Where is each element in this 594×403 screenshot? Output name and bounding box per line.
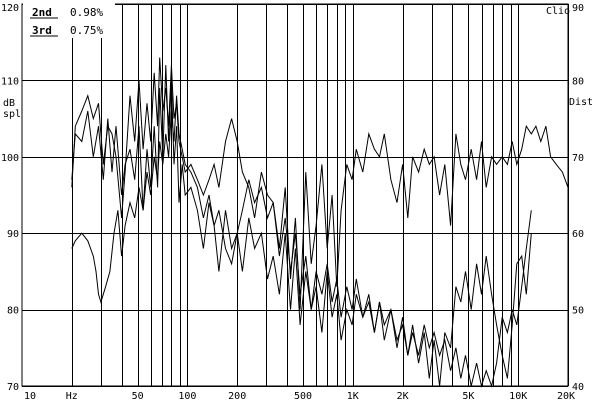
x-tick-label: Hz [66,391,78,402]
left-axis-label-spl: spl [3,109,21,120]
legend-box: 2nd 0.98% 3rd 0.75% [23,2,115,38]
x-tick-label: 200 [228,391,246,402]
right-tick-label: 90 [572,3,584,14]
right-tick-label: 80 [572,76,584,87]
x-tick-label: 2K [397,391,409,402]
left-tick-label: 90 [7,229,19,240]
grid [21,3,569,387]
series-line-2 [71,65,532,388]
x-tick-label: 10K [509,391,527,402]
axis-labels: 70 80 90 100 110 120 40 50 60 70 80 90 10 Hz 50 100 200 5… [1,3,584,402]
right-tick-label: 70 [572,153,584,164]
x-tick-label: 50 [132,391,144,402]
right-tick-label: 50 [572,306,584,317]
x-tick-label: 10 [24,391,36,402]
legend-name-3rd: 3rd [32,24,52,37]
software-label: Clio [546,6,570,17]
left-axis-label-db: dB [3,98,15,109]
legend-name-2nd: 2nd [32,6,52,19]
left-tick-label: 100 [1,153,19,164]
legend-value-3rd: 0.75% [70,24,103,37]
x-tick-label: 5K [462,391,474,402]
left-tick-label: 80 [7,306,19,317]
left-tick-label: 120 [1,3,19,14]
series-layer [71,57,569,388]
right-tick-label: 40 [572,382,584,393]
x-tick-label: 100 [178,391,196,402]
series-line-3 [71,95,532,387]
left-tick-label: 110 [1,76,19,87]
series-line-1 [71,57,569,310]
plot-frame [21,3,569,387]
legend-value-2nd: 0.98% [70,6,103,19]
x-tick-label: 20K [557,391,575,402]
right-tick-label: 60 [572,229,584,240]
legend-background [23,2,115,38]
x-tick-label: 1K [347,391,359,402]
x-tick-label: 500 [294,391,312,402]
right-axis-label: Dist [569,97,593,108]
left-tick-label: 70 [7,382,19,393]
